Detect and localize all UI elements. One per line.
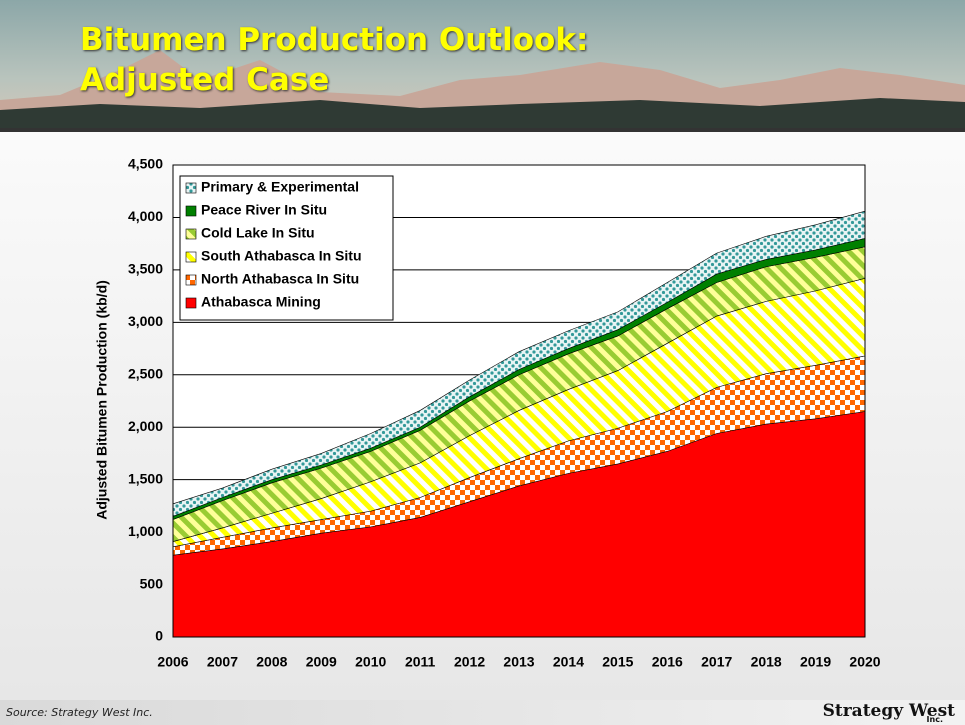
- plot-border: [172, 164, 866, 638]
- legend-label: South Athabasca In Situ: [201, 248, 362, 264]
- legend: Primary & Experimental Peace River In Sit…: [179, 175, 394, 321]
- legend-label: North Athabasca In Situ: [201, 271, 359, 287]
- legend-label: Peace River In Situ: [201, 202, 327, 218]
- y-tick-label: 1,000: [128, 523, 163, 539]
- x-tick-label: 2010: [355, 654, 386, 670]
- x-tick-label: 2006: [157, 654, 188, 670]
- legend-swatch: [185, 205, 197, 217]
- x-tick-label: 2018: [751, 654, 782, 670]
- x-tick-label: 2012: [454, 654, 485, 670]
- x-tick-label: 2014: [553, 654, 584, 670]
- legend-swatch: [185, 297, 197, 309]
- legend-swatch: [185, 251, 197, 263]
- x-tick-label: 2008: [256, 654, 287, 670]
- x-tick-label: 2019: [800, 654, 831, 670]
- x-tick-label: 2016: [652, 654, 683, 670]
- legend-label: Athabasca Mining: [201, 294, 321, 310]
- source-note: Source: Strategy West Inc.: [6, 706, 153, 719]
- logo: Strategy West: [822, 701, 955, 721]
- legend-swatch: [185, 182, 197, 194]
- y-tick-label: 2,500: [128, 365, 163, 381]
- y-tick-label: 4,500: [128, 156, 163, 172]
- legend-label: Primary & Experimental: [201, 179, 359, 195]
- legend-box: [179, 175, 394, 321]
- x-tick-label: 2009: [306, 654, 337, 670]
- x-tick-label: 2011: [405, 654, 436, 670]
- y-tick-label: 0: [155, 628, 163, 644]
- x-tick-label: 2017: [701, 654, 732, 670]
- x-tick-label: 2013: [503, 654, 534, 670]
- y-tick-label: 4,000: [128, 208, 163, 224]
- x-tick-label: 2020: [849, 654, 880, 670]
- legend-swatch: [185, 228, 197, 240]
- slide-title: Bitumen Production Outlook: Adjusted Cas…: [80, 22, 589, 98]
- y-tick-label: 3,500: [128, 261, 163, 277]
- y-tick-label: 500: [140, 575, 164, 591]
- legend-swatch: [185, 274, 197, 286]
- footer: Source: Strategy West Inc. Strategy West…: [0, 700, 965, 725]
- y-tick-label: 2,000: [128, 418, 163, 434]
- logo-sub: Inc.: [926, 715, 943, 724]
- y-tick-label: 1,500: [128, 470, 163, 486]
- y-axis-title: Adjusted Bitumen Production (kb/d): [94, 280, 110, 520]
- x-tick-label: 2007: [207, 654, 238, 670]
- y-tick-label: 3,000: [128, 313, 163, 329]
- header-banner: [0, 0, 965, 132]
- chart: Adjusted Bitumen Production (kb/d) 0 500 1…: [94, 156, 881, 670]
- x-tick-label: 2015: [602, 654, 633, 670]
- legend-label: Cold Lake In Situ: [201, 225, 315, 241]
